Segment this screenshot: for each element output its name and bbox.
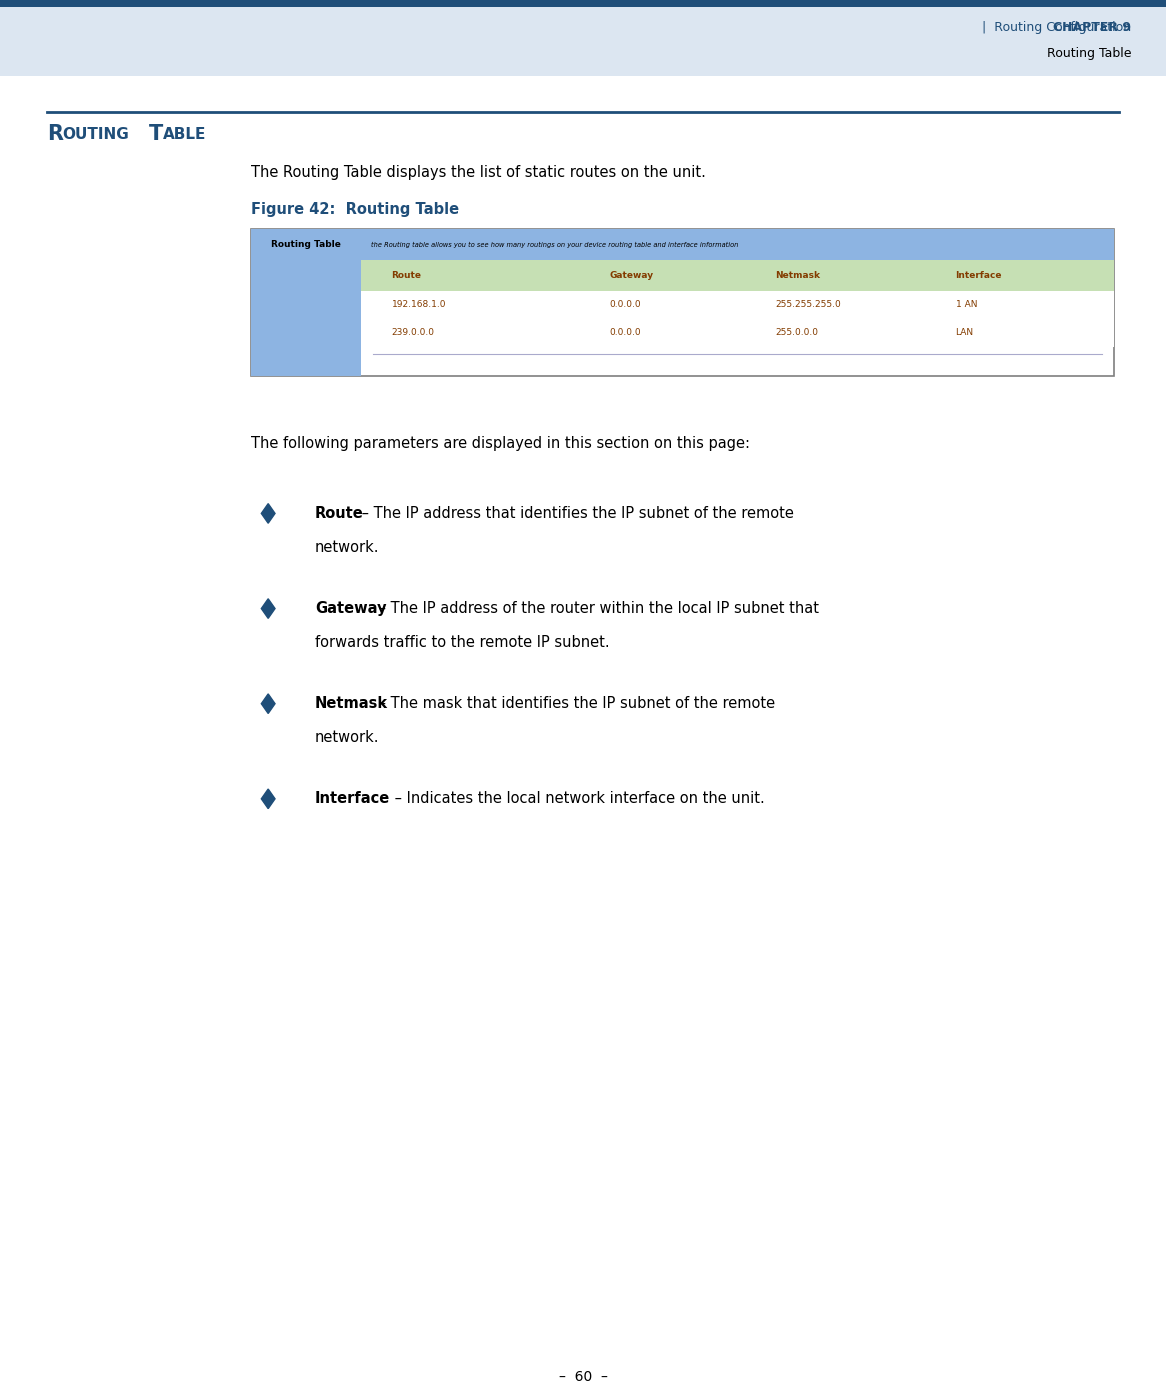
Text: T: T xyxy=(149,125,163,144)
Text: the Routing table allows you to see how many routings on your device routing tab: the Routing table allows you to see how … xyxy=(371,242,738,248)
Text: – The IP address that identifies the IP subnet of the remote: – The IP address that identifies the IP … xyxy=(357,506,794,520)
Text: –  60  –: – 60 – xyxy=(559,1370,607,1384)
Text: CHAPTER 9: CHAPTER 9 xyxy=(1053,21,1131,35)
Text: Routing Table: Routing Table xyxy=(1047,46,1131,60)
Text: LAN: LAN xyxy=(956,329,974,337)
Bar xyxy=(0,0,1166,7)
Text: Figure 42:  Routing Table: Figure 42: Routing Table xyxy=(251,203,458,217)
Text: 192.168.1.0: 192.168.1.0 xyxy=(392,301,447,309)
Text: – The mask that identifies the IP subnet of the remote: – The mask that identifies the IP subnet… xyxy=(373,697,774,711)
Text: – The IP address of the router within the local IP subnet that: – The IP address of the router within th… xyxy=(373,602,819,616)
Text: 1 AN: 1 AN xyxy=(956,301,977,309)
Text: network.: network. xyxy=(315,730,379,744)
Text: 239.0.0.0: 239.0.0.0 xyxy=(392,329,435,337)
Text: 0.0.0.0: 0.0.0.0 xyxy=(610,329,641,337)
Bar xyxy=(251,229,361,376)
Text: Gateway: Gateway xyxy=(315,602,386,616)
Bar xyxy=(361,229,1114,260)
Text: network.: network. xyxy=(315,540,379,554)
Text: 255.0.0.0: 255.0.0.0 xyxy=(775,329,819,337)
Bar xyxy=(251,229,361,260)
Text: The following parameters are displayed in this section on this page:: The following parameters are displayed i… xyxy=(251,436,750,450)
Text: Gateway: Gateway xyxy=(610,271,654,280)
Text: Interface: Interface xyxy=(956,271,1002,280)
Text: Routing Table: Routing Table xyxy=(272,241,340,249)
Text: – Indicates the local network interface on the unit.: – Indicates the local network interface … xyxy=(391,792,765,806)
Bar xyxy=(251,229,1114,376)
Text: The Routing Table displays the list of static routes on the unit.: The Routing Table displays the list of s… xyxy=(251,165,705,179)
Polygon shape xyxy=(261,504,275,523)
Text: ABLE: ABLE xyxy=(163,127,206,141)
Polygon shape xyxy=(261,789,275,809)
Text: 0.0.0.0: 0.0.0.0 xyxy=(610,301,641,309)
Text: Interface: Interface xyxy=(315,792,391,806)
Bar xyxy=(361,291,1114,319)
Text: 255.255.255.0: 255.255.255.0 xyxy=(775,301,841,309)
Text: OUTING: OUTING xyxy=(62,127,128,141)
Text: Route: Route xyxy=(392,271,422,280)
Text: Route: Route xyxy=(315,506,364,520)
Text: forwards traffic to the remote IP subnet.: forwards traffic to the remote IP subnet… xyxy=(315,635,610,649)
Polygon shape xyxy=(261,694,275,713)
Bar xyxy=(361,319,1114,347)
Text: Netmask: Netmask xyxy=(775,271,820,280)
Bar xyxy=(361,260,1114,291)
Text: Netmask: Netmask xyxy=(315,697,388,711)
Polygon shape xyxy=(261,599,275,618)
Text: R: R xyxy=(47,125,63,144)
Text: |  Routing Configuration: | Routing Configuration xyxy=(942,21,1131,35)
Bar xyxy=(0,0,1166,76)
